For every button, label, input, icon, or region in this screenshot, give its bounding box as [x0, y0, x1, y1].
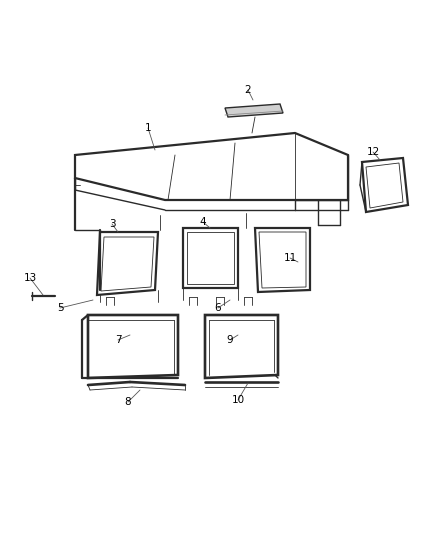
Text: 3: 3 — [109, 219, 115, 229]
Text: 10: 10 — [231, 395, 244, 405]
Text: 8: 8 — [125, 397, 131, 407]
Text: 12: 12 — [366, 147, 380, 157]
Text: 4: 4 — [200, 217, 206, 227]
Text: 2: 2 — [245, 85, 251, 95]
Text: 7: 7 — [115, 335, 121, 345]
Text: 5: 5 — [57, 303, 64, 313]
Text: 13: 13 — [23, 273, 37, 283]
Polygon shape — [225, 104, 283, 117]
Text: 11: 11 — [283, 253, 297, 263]
Text: 1: 1 — [145, 123, 151, 133]
Text: 6: 6 — [215, 303, 221, 313]
Text: 9: 9 — [227, 335, 233, 345]
